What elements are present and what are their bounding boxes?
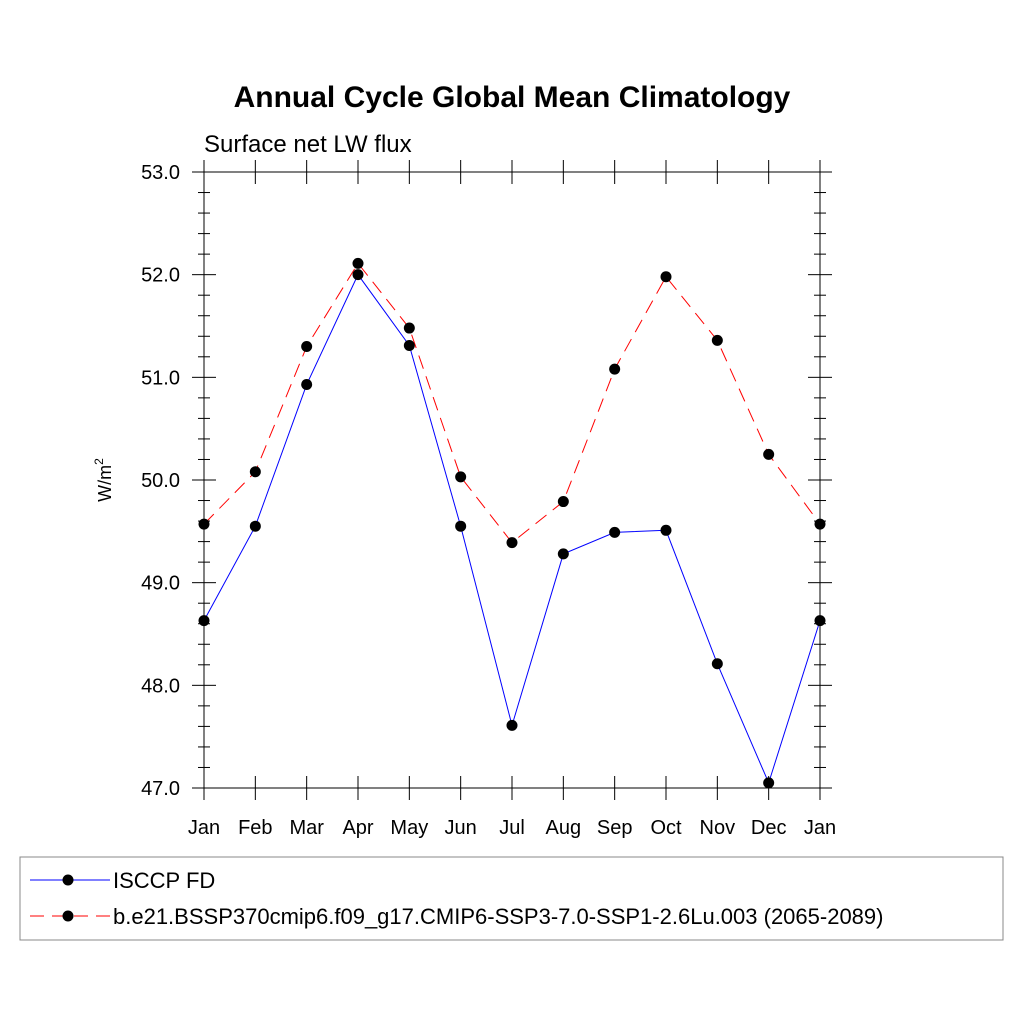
- data-point-series-2: [763, 448, 775, 460]
- data-point-series-2: [403, 322, 415, 334]
- chart-subtitle: Surface net LW flux: [204, 131, 412, 158]
- data-point-series-1: [506, 719, 518, 731]
- series-markers: [198, 257, 826, 789]
- legend-marker-1: [62, 874, 74, 886]
- data-point-series-2: [301, 341, 313, 353]
- y-tick-label: 53.0: [141, 162, 180, 184]
- chart-title: Annual Cycle Global Mean Climatology: [234, 81, 791, 114]
- data-point-series-1: [301, 379, 313, 391]
- x-tick-label: Sep: [597, 817, 633, 839]
- data-point-series-2: [455, 471, 467, 483]
- series-line-1: [203, 273, 821, 785]
- x-tick-label: Mar: [289, 817, 324, 839]
- data-point-series-2: [352, 257, 364, 269]
- x-tick-label: Oct: [650, 817, 682, 839]
- plot-frame: [203, 171, 821, 789]
- data-point-series-1: [455, 520, 467, 532]
- x-tick-label: May: [390, 817, 428, 839]
- y-axis-label-unit: W/m: [95, 465, 115, 502]
- series-line-2: [203, 262, 821, 544]
- data-point-series-2: [660, 271, 672, 283]
- series-lines: [203, 262, 821, 785]
- y-tick-label: 50.0: [141, 470, 180, 492]
- data-point-series-1: [763, 777, 775, 789]
- data-point-series-2: [249, 466, 261, 478]
- y-tick-label: 52.0: [141, 265, 180, 287]
- data-point-series-2: [506, 537, 518, 549]
- data-point-series-2: [609, 363, 621, 375]
- axis-ticks: Jan Feb Mar Apr May Jun Jul Aug Sep Oct Nov Dec Jan 4…: [141, 160, 836, 839]
- data-point-series-2: [557, 496, 569, 508]
- y-tick-label: 47.0: [141, 778, 180, 800]
- data-point-series-1: [660, 524, 672, 536]
- legend: ISCCP FD b.e21.BSSP370cmip6.f09_g17.CMIP6…: [19, 856, 1004, 941]
- x-tick-label: Apr: [342, 817, 373, 839]
- y-tick-label: 48.0: [141, 675, 180, 697]
- x-tick-label: Nov: [700, 817, 736, 839]
- x-tick-label: Dec: [751, 817, 787, 839]
- x-tick-label: Jan: [188, 817, 220, 839]
- legend-box: [19, 856, 1004, 941]
- y-axis-label: W/m2: [92, 458, 115, 502]
- legend-label-1: ISCCP FD: [113, 868, 215, 893]
- x-tick-label: Jun: [445, 817, 477, 839]
- x-tick-label: Feb: [238, 817, 272, 839]
- y-tick-label: 51.0: [141, 367, 180, 389]
- data-point-series-2: [711, 334, 723, 346]
- x-tick-label: Jan: [804, 817, 836, 839]
- legend-label-2: b.e21.BSSP370cmip6.f09_g17.CMIP6-SSP3-7.…: [113, 904, 883, 929]
- data-point-series-1: [249, 520, 261, 532]
- data-point-series-1: [557, 548, 569, 560]
- data-point-series-1: [711, 658, 723, 670]
- data-point-series-1: [352, 269, 364, 281]
- y-axis-label-superscript: 2: [92, 458, 106, 465]
- data-point-series-1: [609, 526, 621, 538]
- y-tick-label: 49.0: [141, 573, 180, 595]
- data-point-series-1: [403, 340, 415, 352]
- x-tick-label: Aug: [546, 817, 582, 839]
- legend-marker-2: [62, 910, 74, 922]
- x-tick-label: Jul: [499, 817, 525, 839]
